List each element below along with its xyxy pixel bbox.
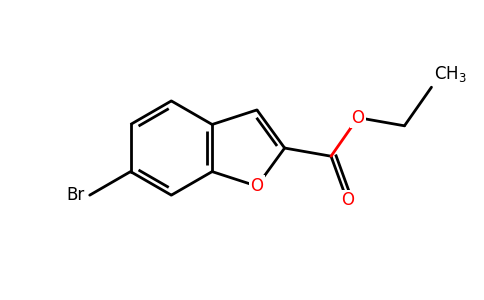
Text: Br: Br bbox=[67, 186, 85, 204]
Text: O: O bbox=[250, 177, 263, 195]
Text: CH$_3$: CH$_3$ bbox=[435, 64, 467, 84]
Text: O: O bbox=[341, 191, 354, 209]
Text: O: O bbox=[351, 109, 364, 127]
